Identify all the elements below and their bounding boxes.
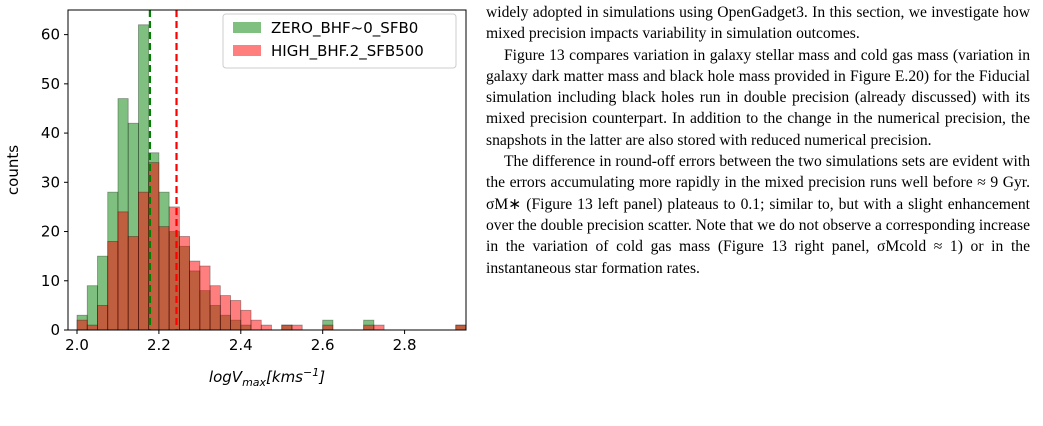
y-tick-label: 50 [41,75,60,93]
paragraph: Figure 13 compares variation in galaxy s… [486,46,1030,149]
bar [322,324,334,331]
x-axis-label: logVmax[kms−1] [209,366,325,389]
x-tick-label: 2.8 [393,336,417,354]
bar [117,211,129,331]
x-tick-label: 2.2 [147,336,171,354]
bar [291,324,303,331]
x-axis-label-part: [kms [266,368,303,386]
bar [158,226,170,331]
x-tick-label: 2.6 [311,336,335,354]
bar [281,324,293,331]
bar [189,260,201,331]
bar [127,236,139,331]
x-tick-label: 2.0 [65,336,89,354]
y-axis-label: counts [4,145,22,195]
x-axis-label-part: ] [318,368,325,386]
bar [86,285,98,331]
x-axis-label-part: −1 [303,366,319,379]
bar [97,304,109,331]
paragraph: widely adopted in simulations using Open… [486,4,1030,43]
bar [230,300,242,331]
bar [178,236,191,331]
bar [107,240,119,331]
bar [168,206,180,331]
y-tick-label: 20 [41,223,60,241]
body-text: widely adopted in simulations using Open… [486,2,1030,279]
y-tick-label: 30 [41,173,60,191]
y-tick-label: 60 [41,26,60,44]
bar [76,319,88,331]
y-tick-label: 40 [41,124,60,142]
legend-swatch [233,45,261,56]
bar [219,295,231,331]
bar [199,265,211,331]
bar [240,309,252,331]
bar [260,324,272,331]
y-tick-label: 0 [50,321,60,339]
legend-label: HIGH_BHF.2_SFB500 [271,42,424,61]
x-axis-label-part: max [242,376,266,389]
legend-box [222,13,457,69]
paragraph: The difference in round-off errors betwe… [486,153,1030,277]
bar [455,324,467,331]
legend-swatch [233,22,261,33]
bar [373,324,385,331]
bar [250,319,262,331]
bar [209,285,221,331]
bar [86,324,98,331]
plot-frame [67,9,467,331]
bar [363,324,375,331]
bar [138,191,150,331]
chart: 2.0 2.2 2.4 2.6 2.8 0 10 20 30 40 50 60 counts logVma… [4,9,467,389]
legend-label: ZERO_BHF~0_SFB0 [271,19,418,38]
x-tick-label: 2.4 [229,336,253,354]
y-tick-label: 10 [41,272,60,290]
x-axis-label-part: logV [209,368,244,386]
